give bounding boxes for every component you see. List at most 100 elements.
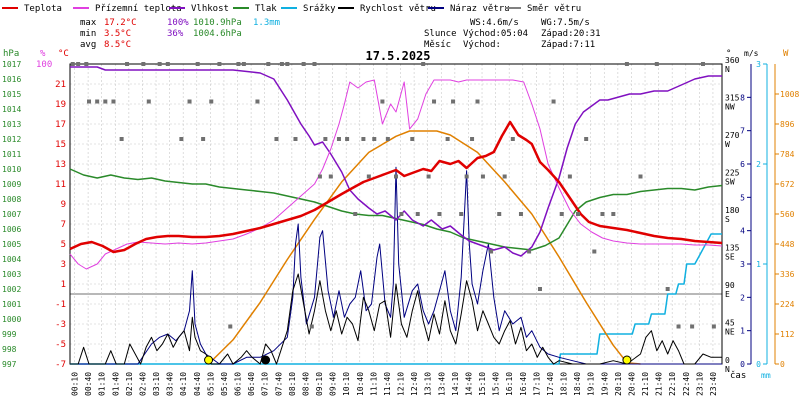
series-layer <box>69 66 723 365</box>
wind-dir-point <box>201 137 206 141</box>
pressure-tick-label: 1005 <box>2 240 21 249</box>
x-tick-label: 14:10 <box>451 372 460 396</box>
wind-dir-point <box>385 137 390 141</box>
unit-rain: mm <box>761 371 771 380</box>
pressure-tick-label: 1003 <box>2 270 21 279</box>
temp-tick-label: 11 <box>55 180 66 190</box>
solar-tick-label: 560 <box>780 210 795 219</box>
wind-dir-point <box>165 62 170 66</box>
solar-tick-label: 448 <box>780 240 795 249</box>
x-tick-label: 09:40 <box>329 372 338 396</box>
wind-dir-point <box>592 249 597 254</box>
wind-dir-point <box>432 99 437 104</box>
x-tick-label: 07:40 <box>274 372 283 396</box>
temp-tick-label: -1 <box>55 300 66 310</box>
x-tick-label: 06:10 <box>234 372 243 396</box>
unit-solar: W <box>783 49 789 59</box>
temp-tick-label: -7 <box>55 360 66 370</box>
pressure-tick-label: 1016 <box>2 75 21 84</box>
wind-speed-tick-label: 3 <box>740 260 745 269</box>
wind-dir-tick-label: 225 <box>725 169 740 178</box>
x-tick-label: 01:10 <box>98 372 107 396</box>
wind-dir-point <box>459 212 464 216</box>
wind-speed-tick-label: 4 <box>740 227 745 236</box>
rain-tick-label: 2 <box>756 160 761 169</box>
x-tick-label: 11:40 <box>383 372 392 396</box>
wind-dir-point <box>241 62 246 66</box>
wind-dir-point <box>187 99 192 104</box>
wind-dir-point <box>336 137 341 141</box>
pressure-tick-label: 1004 <box>2 255 21 264</box>
x-tick-label: 20:40 <box>627 372 636 396</box>
x-tick-label: 07:10 <box>261 372 270 396</box>
wind-dir-point <box>125 62 130 66</box>
solar-tick-label: 224 <box>780 300 795 309</box>
wind-dir-tick-label: 315 <box>725 94 740 103</box>
unit-wind-speed: m/s <box>744 49 759 58</box>
solar-tick-label: 672 <box>780 180 795 189</box>
wind-dir-point <box>372 137 377 141</box>
wind-dir-point <box>179 137 184 141</box>
wind-dir-point <box>266 62 271 66</box>
series-line-vlhkost <box>70 66 722 257</box>
wind-dir-tick-label: 270 <box>725 131 740 140</box>
x-tick-label: 12:40 <box>410 372 419 396</box>
pressure-tick-label: 1002 <box>2 285 21 294</box>
wind-dir-point <box>551 99 556 104</box>
pressure-tick-label: 1009 <box>2 180 21 189</box>
series-line-p-zemn-teplota <box>69 79 723 270</box>
wind-speed-info: WS:4.6m/s <box>470 18 519 28</box>
x-tick-label: 19:40 <box>600 372 609 396</box>
wind-dir-point <box>285 62 290 66</box>
wind-dir-point <box>470 137 475 141</box>
wind-dir-point <box>451 99 456 104</box>
wind-dir-point <box>111 99 116 104</box>
sun-set: Západ:20:31 <box>541 29 601 39</box>
sun-label: Slunce <box>424 29 457 39</box>
wind-dir-point <box>293 137 298 141</box>
temp-tick-label: 19 <box>55 100 66 110</box>
legend-label-naraz-vetru: Náraz větru <box>450 4 510 14</box>
x-tick-label: 17:40 <box>546 372 555 396</box>
wind-dir-point <box>87 99 92 104</box>
stat-avg-temp: 8.5°C <box>104 40 131 50</box>
stat-max-temp: 17.2°C <box>104 18 137 28</box>
wind-dir-point <box>475 99 480 104</box>
series-line-sol-rn-z-en- <box>207 130 641 365</box>
wind-dir-point <box>665 287 670 291</box>
wind-dir-point <box>394 174 398 179</box>
wind-dir-point <box>353 212 358 216</box>
wind-dir-point <box>518 212 523 216</box>
moon-set: Západ:7:11 <box>541 40 595 50</box>
stat-max-label: max <box>80 18 97 28</box>
x-tick-label: 18:40 <box>573 372 582 396</box>
wind-speed-tick-label: 7 <box>740 127 745 136</box>
wind-dir-point <box>537 287 542 291</box>
wind-dir-point <box>690 324 695 329</box>
wind-speed-tick-label: 0 <box>740 360 745 369</box>
compass-label: S <box>725 215 730 224</box>
wind-dir-point <box>217 62 222 66</box>
legend-label-teplota: Teplota <box>24 4 62 14</box>
series-line-sr-ky <box>70 233 722 365</box>
pressure-tick-label: 1001 <box>2 300 21 309</box>
wind-dir-point <box>415 212 420 216</box>
x-tick-label: 02:40 <box>138 372 147 396</box>
moon-label: Měsíc <box>424 40 451 50</box>
solar-tick-label: 896 <box>780 120 795 129</box>
wind-dir-point <box>638 174 643 179</box>
stats-block: max 17.2°C 100% 1010.9hPa 1.3mm min 3.5°… <box>80 18 280 50</box>
solar-tick-label: 112 <box>780 330 795 339</box>
wind-dir-point <box>421 62 426 66</box>
wind-dir-point <box>380 99 385 104</box>
legend-label-tlak: Tlak <box>255 4 277 14</box>
rain-tick-label: 1 <box>756 260 761 269</box>
wind-dir-point <box>317 174 322 179</box>
stat-min-hum: 36% <box>167 29 184 39</box>
x-tick-label: 17:10 <box>532 372 541 396</box>
temp-tick-label: 3 <box>61 260 66 270</box>
compass-label: NW <box>725 103 735 112</box>
wind-dir-point <box>584 137 589 141</box>
